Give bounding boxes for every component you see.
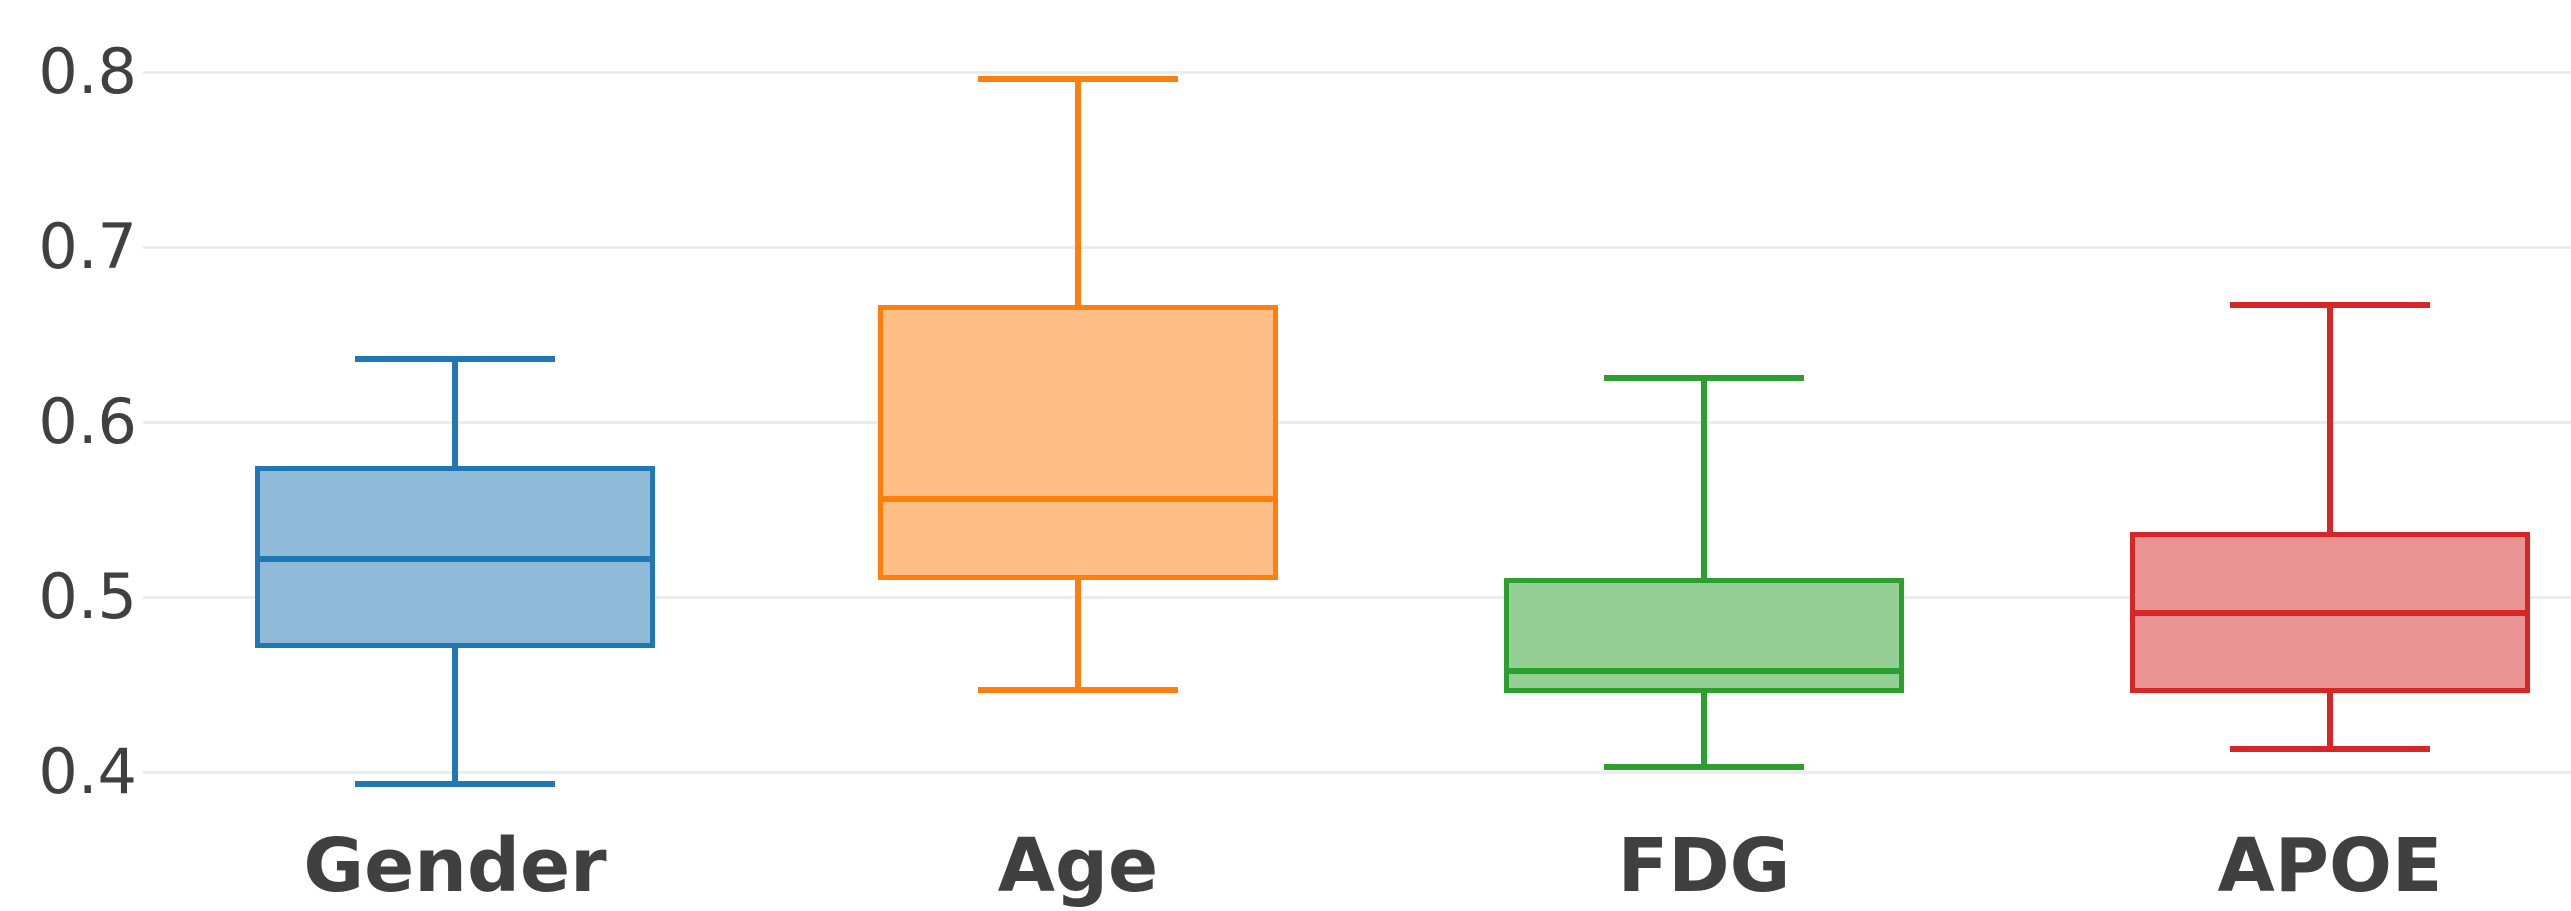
box-rect [1504, 577, 1904, 694]
box-lower-whisker-cap [1604, 763, 1804, 770]
box-upper-whisker [2327, 304, 2333, 533]
x-axis-label-gender: Gender [303, 823, 607, 909]
box-lower-whisker [1701, 693, 1707, 767]
box-lower-whisker [452, 647, 458, 785]
box-upper-whisker [1701, 378, 1707, 578]
box-upper-whisker-cap [1604, 375, 1804, 382]
box-upper-whisker-cap [2230, 301, 2430, 308]
box-lower-whisker-cap [355, 781, 555, 788]
box-median-line [878, 496, 1278, 502]
y-tick-label: 0.4 [38, 735, 137, 808]
box-upper-whisker [1075, 79, 1081, 305]
y-tick-label: 0.5 [38, 560, 137, 633]
y-tick-label: 0.7 [38, 210, 137, 283]
box-rect [878, 304, 1278, 580]
box-upper-whisker-cap [978, 76, 1178, 82]
gridline [143, 245, 2571, 249]
gridline [143, 420, 2571, 424]
x-axis-label-apoe: APOE [2217, 823, 2443, 909]
box-median-line [255, 555, 655, 562]
box-lower-whisker-cap [978, 686, 1178, 693]
box-median-line [1504, 667, 1904, 674]
gridline [143, 70, 2571, 74]
box-lower-whisker [2327, 693, 2333, 750]
x-axis-label-age: Age [997, 823, 1159, 909]
y-tick-label: 0.8 [38, 35, 137, 108]
box-lower-whisker [1075, 579, 1081, 690]
gridline [143, 595, 2571, 599]
box-upper-whisker-cap [355, 356, 555, 362]
box-lower-whisker-cap [2230, 746, 2430, 753]
box-median-line [2130, 609, 2530, 616]
box-upper-whisker [452, 359, 458, 466]
y-tick-label: 0.6 [38, 385, 137, 458]
gridline [143, 770, 2571, 774]
x-axis-label-fdg: FDG [1617, 823, 1791, 909]
